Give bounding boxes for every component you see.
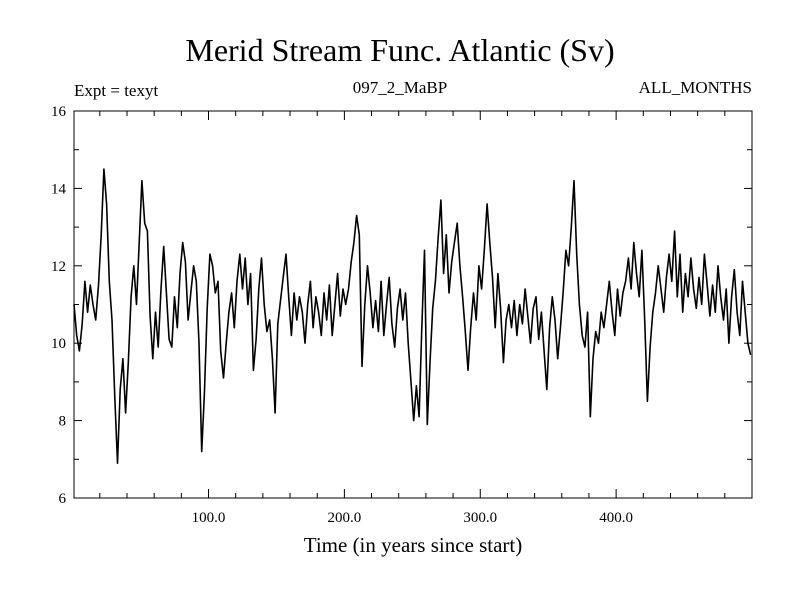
x-tick-label: 100.0 [192,510,226,526]
tick-labels: 6 8 10 12 14 16 100.0 200.0 300.0 400.0 [51,104,633,526]
y-tick-label: 6 [59,491,67,507]
y-tick-label: 8 [59,414,67,430]
x-tick-label: 300.0 [463,510,497,526]
y-tick-label: 10 [51,336,66,352]
series-line [73,168,752,464]
y-tick-label: 14 [51,181,67,197]
x-axis-label: Time (in years since start) [304,533,523,557]
chart-title: Merid Stream Func. Atlantic (Sv) [185,32,615,68]
y-tick-label: 12 [51,259,66,275]
x-tick-label: 400.0 [599,510,633,526]
y-tick-label: 16 [51,104,67,120]
x-tick-label: 200.0 [328,510,362,526]
experiment-label: Expt = texyt [74,81,159,100]
run-label: 097_2_MaBP [352,78,448,97]
series [73,168,752,464]
ticks [74,110,753,499]
months-label: ALL_MONTHS [638,78,752,97]
